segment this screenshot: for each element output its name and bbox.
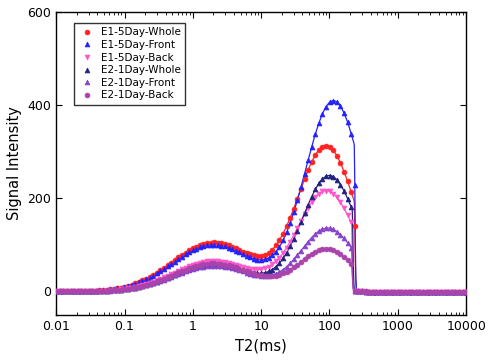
E1-5Day-Back — [107, 288, 113, 293]
E1-5Day-Whole — [366, 290, 372, 294]
Line: E2-1Day-Back: E2-1Day-Back — [54, 247, 468, 294]
E1-5Day-Front — [366, 290, 372, 294]
E2-1Day-Back — [463, 290, 469, 294]
E2-1Day-Back — [302, 257, 308, 261]
E1-5Day-Back — [53, 289, 59, 293]
E1-5Day-Whole — [146, 275, 152, 279]
E2-1Day-Whole — [327, 174, 333, 178]
E1-5Day-Whole — [323, 144, 329, 148]
E2-1Day-Whole — [53, 289, 59, 293]
E1-5Day-Back — [363, 290, 369, 294]
E2-1Day-Front — [107, 288, 113, 293]
E1-5Day-Front — [208, 243, 213, 247]
E2-1Day-Front — [302, 244, 308, 248]
E2-1Day-Whole — [420, 290, 426, 294]
E2-1Day-Back — [107, 288, 113, 293]
E2-1Day-Whole — [186, 267, 192, 271]
E1-5Day-Whole — [463, 290, 469, 294]
E1-5Day-Whole — [208, 240, 213, 245]
E2-1Day-Back — [323, 247, 329, 251]
E2-1Day-Back — [208, 261, 213, 266]
Line: E2-1Day-Whole: E2-1Day-Whole — [54, 173, 468, 294]
E2-1Day-Front — [420, 290, 426, 294]
E1-5Day-Back — [420, 290, 426, 294]
Legend: E1-5Day-Whole, E1-5Day-Front, E1-5Day-Back, E2-1Day-Whole, E2-1Day-Front, E2-1Da: E1-5Day-Whole, E1-5Day-Front, E1-5Day-Ba… — [74, 23, 185, 104]
Line: E1-5Day-Whole: E1-5Day-Whole — [54, 143, 468, 294]
E1-5Day-Whole — [186, 248, 192, 252]
E2-1Day-Whole — [208, 262, 213, 266]
E1-5Day-Back — [208, 259, 213, 263]
E1-5Day-Whole — [107, 287, 113, 292]
E1-5Day-Front — [53, 289, 59, 293]
E1-5Day-Front — [186, 250, 192, 255]
E2-1Day-Whole — [146, 282, 152, 286]
E2-1Day-Back — [363, 290, 369, 294]
E1-5Day-Back — [463, 290, 469, 294]
X-axis label: T2(ms): T2(ms) — [235, 338, 287, 353]
E2-1Day-Whole — [463, 290, 469, 294]
E1-5Day-Back — [323, 189, 329, 193]
E2-1Day-Front — [463, 290, 469, 294]
E1-5Day-Whole — [53, 289, 59, 293]
E2-1Day-Back — [420, 290, 426, 294]
E2-1Day-Back — [186, 266, 192, 270]
E2-1Day-Back — [146, 282, 152, 286]
E1-5Day-Whole — [420, 290, 426, 294]
E1-5Day-Front — [463, 290, 469, 294]
E2-1Day-Front — [53, 289, 59, 293]
E2-1Day-Front — [323, 226, 329, 230]
E1-5Day-Front — [302, 172, 308, 176]
E2-1Day-Whole — [363, 290, 369, 294]
E1-5Day-Whole — [302, 177, 308, 181]
E1-5Day-Front — [330, 99, 336, 103]
Line: E1-5Day-Back: E1-5Day-Back — [54, 188, 468, 294]
E1-5Day-Back — [302, 212, 308, 216]
E1-5Day-Front — [107, 287, 113, 292]
E1-5Day-Front — [420, 290, 426, 294]
E2-1Day-Back — [53, 289, 59, 293]
E2-1Day-Front — [363, 290, 369, 294]
E1-5Day-Front — [146, 275, 152, 280]
Line: E2-1Day-Front: E2-1Day-Front — [54, 226, 468, 294]
E1-5Day-Back — [146, 281, 152, 285]
E2-1Day-Whole — [107, 288, 113, 293]
E2-1Day-Front — [208, 264, 213, 268]
E2-1Day-Front — [146, 282, 152, 287]
E2-1Day-Whole — [302, 211, 308, 216]
E2-1Day-Front — [186, 268, 192, 272]
Y-axis label: Signal Intensity: Signal Intensity — [7, 106, 22, 220]
Line: E1-5Day-Front: E1-5Day-Front — [54, 98, 468, 294]
E1-5Day-Back — [186, 264, 192, 269]
